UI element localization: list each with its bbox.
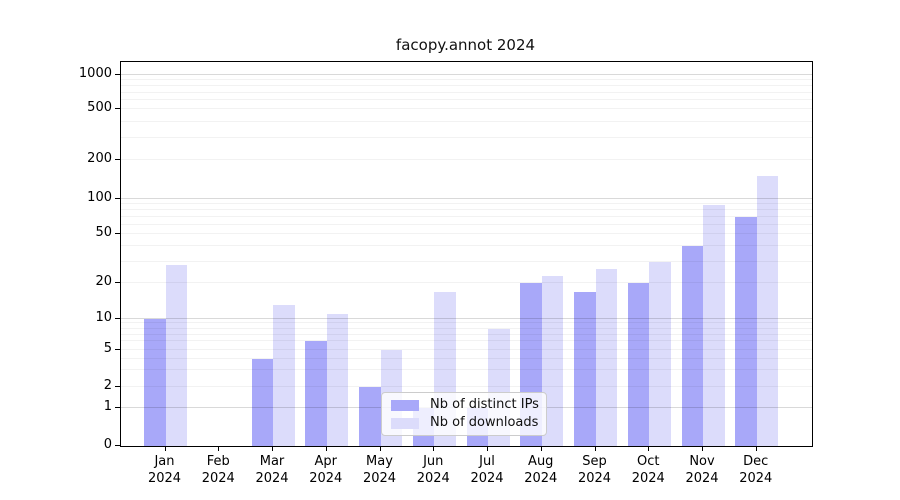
- plot-area: Nb of distinct IPs Nb of downloads: [120, 61, 813, 447]
- bar-distinct-ips: [144, 318, 166, 446]
- bar-downloads: [756, 176, 779, 446]
- x-tick-mark: [487, 446, 488, 451]
- y-tick-mark: [115, 233, 120, 235]
- bar-distinct-ips: [359, 387, 381, 446]
- x-tick-label-jun: Jun 2024: [416, 454, 450, 486]
- y-tick-label-2: 2: [103, 378, 112, 393]
- x-tick-mark: [272, 446, 273, 451]
- x-tick-label-jul: Jul 2024: [470, 454, 504, 486]
- bar-distinct-ips: [681, 246, 703, 446]
- y-tick-label-10: 10: [95, 309, 112, 325]
- y-tick-label-1000: 1000: [78, 66, 112, 81]
- legend-label-downloads: Nb of downloads: [430, 415, 539, 430]
- y-tick-label-1: 1: [103, 398, 112, 414]
- bar-downloads: [595, 269, 617, 446]
- bar-downloads: [703, 205, 725, 446]
- y-tick-mark: [115, 406, 120, 408]
- y-tick-mark: [115, 108, 120, 110]
- bar-downloads: [541, 275, 564, 446]
- y-tick-label-100: 100: [87, 189, 112, 205]
- chart-title: facopy.annot 2024: [395, 36, 536, 54]
- bar-distinct-ips: [627, 283, 650, 446]
- x-tick-label-nov: Nov 2024: [685, 454, 719, 486]
- y-tick-label-0: 0: [103, 437, 112, 452]
- legend-row-downloads: Nb of downloads: [382, 414, 546, 432]
- y-tick-mark: [115, 282, 120, 284]
- x-tick-label-dec: Dec 2024: [739, 454, 773, 486]
- bar-downloads: [273, 305, 295, 446]
- x-tick-mark: [702, 446, 703, 451]
- y-tick-mark: [115, 445, 120, 446]
- x-tick-mark: [540, 446, 542, 451]
- x-tick-label-feb: Feb 2024: [201, 454, 235, 486]
- x-tick-label-jan: Jan 2024: [147, 454, 182, 486]
- x-tick-mark: [648, 446, 650, 451]
- bar-distinct-ips: [251, 358, 273, 446]
- x-tick-label-mar: Mar 2024: [255, 454, 289, 486]
- legend-row-distinct-ips: Nb of distinct IPs: [382, 396, 546, 414]
- y-tick-mark: [115, 348, 120, 350]
- x-tick-label-oct: Oct 2024: [631, 454, 665, 486]
- bar-distinct-ips: [305, 341, 327, 446]
- bar-downloads: [326, 313, 349, 446]
- x-tick-mark: [594, 446, 596, 451]
- x-tick-mark: [218, 446, 220, 451]
- bar-distinct-ips: [735, 217, 757, 446]
- y-tick-mark: [115, 197, 120, 199]
- y-tick-mark: [115, 317, 120, 319]
- y-tick-label-500: 500: [87, 100, 112, 116]
- y-tick-label-50: 50: [95, 225, 112, 241]
- x-tick-label-sep: Sep 2024: [577, 454, 612, 486]
- bars-layer: [121, 62, 812, 446]
- x-tick-label-aug: Aug 2024: [524, 454, 558, 486]
- y-tick-mark: [115, 159, 120, 161]
- x-tick-mark: [755, 446, 757, 451]
- y-tick-mark: [115, 386, 120, 387]
- x-tick-label-apr: Apr 2024: [309, 454, 343, 486]
- bar-downloads: [649, 261, 671, 446]
- legend-swatch-distinct-ips-icon: [391, 400, 419, 411]
- x-tick-mark: [325, 446, 327, 451]
- bar-downloads: [165, 265, 187, 446]
- y-tick-mark: [115, 74, 120, 75]
- y-tick-label-5: 5: [103, 340, 112, 356]
- x-tick-mark: [379, 446, 381, 451]
- x-tick-mark: [164, 446, 166, 451]
- x-tick-mark: [433, 446, 435, 451]
- y-tick-label-200: 200: [87, 151, 112, 167]
- legend-label-distinct-ips: Nb of distinct IPs: [430, 397, 539, 412]
- y-tick-label-20: 20: [95, 274, 112, 290]
- x-tick-label-may: May 2024: [362, 454, 397, 486]
- bar-distinct-ips: [574, 291, 596, 446]
- legend-swatch-downloads-icon: [391, 418, 419, 429]
- legend: Nb of distinct IPs Nb of downloads: [381, 392, 547, 436]
